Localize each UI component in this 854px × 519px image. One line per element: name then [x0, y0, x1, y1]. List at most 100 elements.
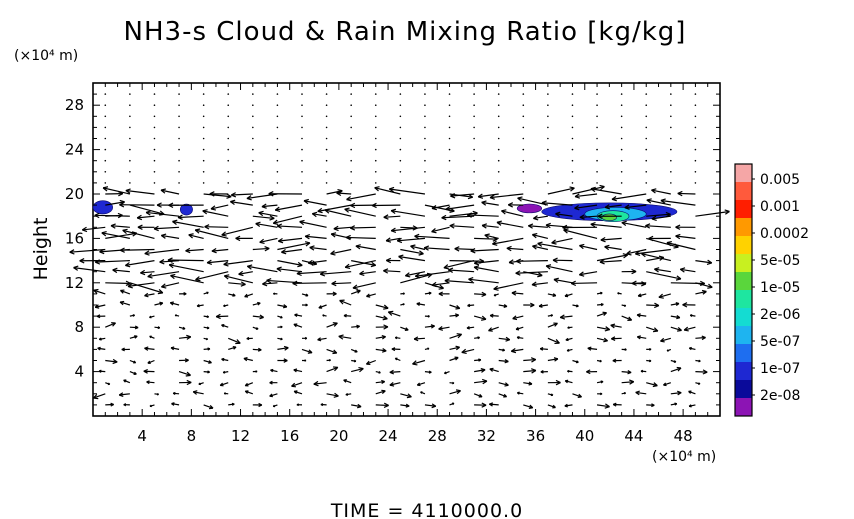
wind-dot [620, 182, 623, 184]
wind-arrow [449, 402, 455, 406]
wind-arrow [496, 220, 524, 228]
wind-arrow [523, 302, 535, 308]
wind-arrow [129, 325, 139, 330]
wind-arrow [149, 335, 155, 339]
wind-arrow [449, 313, 460, 318]
wind-dot [424, 115, 426, 118]
wind-dot [497, 137, 500, 140]
wind-arrow [301, 303, 308, 307]
wind-arrow [203, 337, 209, 341]
wind-arrow [516, 391, 524, 395]
wind-dot [374, 182, 377, 184]
wind-arrow [531, 232, 549, 239]
wind-arrow [449, 345, 460, 351]
wind-arrow [307, 259, 327, 266]
wind-arrow [443, 371, 450, 375]
wind-arrow [105, 402, 114, 407]
wind-arrow [203, 326, 210, 330]
wind-arrow [547, 314, 554, 317]
wind-arrow [675, 233, 696, 240]
wind-arrow [331, 280, 352, 287]
wind-arrow [375, 304, 389, 310]
wind-arrow [326, 291, 337, 297]
wind-arrow [317, 204, 352, 214]
wind-arrow [523, 368, 537, 374]
wind-dot [153, 115, 156, 118]
wind-arrow [677, 190, 696, 197]
wind-dot [448, 104, 451, 106]
wind-arrow [277, 345, 289, 351]
wind-arrow [511, 290, 524, 296]
wind-dot [276, 148, 279, 151]
wind-dot [473, 115, 475, 118]
wind-dot [424, 126, 426, 129]
wind-arrow [223, 260, 253, 267]
wind-dot [301, 115, 303, 118]
wind-dot [670, 126, 672, 129]
wind-dot [424, 148, 426, 151]
wind-arrow [695, 289, 707, 295]
wind-arrow [277, 315, 283, 319]
wind-dot [448, 159, 451, 162]
wind-dot [276, 171, 279, 173]
wind-arrow [293, 368, 303, 373]
wind-arrow [365, 359, 376, 366]
wind-dot [129, 148, 131, 151]
wind-arrow [202, 209, 229, 217]
wind-arrow [338, 334, 352, 340]
wind-arrow [276, 223, 303, 229]
wind-arrow [136, 214, 155, 221]
wind-arrow [228, 402, 235, 406]
wind-dot [325, 93, 328, 95]
wind-arrow [547, 293, 557, 297]
wind-arrow [512, 315, 524, 321]
wind-arrow [147, 271, 180, 279]
wind-arrow [352, 282, 376, 290]
wind-arrow [154, 301, 164, 306]
x-tick-label: 12 [231, 427, 250, 445]
wind-arrow [572, 184, 605, 195]
wind-dot [497, 171, 500, 173]
x-axis-ticks: 4 8 12 16 20 24 28 32 36 40 44 48 [104, 83, 709, 445]
wind-arrow [597, 302, 604, 307]
wind-arrow [388, 186, 426, 195]
colorbar-swatch [735, 200, 752, 219]
colorbar-swatch [735, 380, 752, 399]
wind-dot [374, 159, 377, 162]
wind-arrow [670, 326, 682, 332]
wind-arrow [545, 264, 573, 273]
wind-arrow [679, 267, 696, 273]
wind-arrow [596, 359, 602, 363]
wind-arrow [125, 188, 155, 195]
wind-dot [497, 93, 500, 95]
wind-dot [645, 148, 648, 151]
wind-dot [694, 126, 697, 129]
y-tick-label: 16 [65, 229, 84, 247]
wind-arrow [474, 402, 487, 408]
wind-arrow [178, 334, 192, 340]
wind-dot [202, 137, 205, 140]
wind-dot [252, 159, 254, 162]
wind-dot [473, 93, 475, 95]
wind-arrow [488, 326, 499, 332]
wind-arrow [414, 271, 450, 279]
wind-arrow [670, 315, 681, 320]
wind-arrow [277, 325, 283, 329]
wind-dot [276, 93, 279, 95]
wind-arrow [586, 369, 598, 375]
x-tick-label: 8 [187, 427, 197, 445]
wind-arrow [537, 241, 573, 251]
wind-arrow [390, 208, 426, 217]
wind-dot [399, 171, 402, 173]
wind-arrow [600, 236, 622, 243]
wind-dot [670, 137, 672, 140]
wind-dot [104, 159, 107, 162]
wind-dot [547, 137, 549, 140]
wind-arrow [238, 270, 253, 277]
wind-arrow [473, 315, 487, 321]
wind-arrow [611, 193, 647, 202]
wind-arrow [350, 225, 376, 231]
wind-arrow [449, 381, 455, 385]
wind-arrow [474, 367, 486, 373]
wind-dot [325, 137, 328, 140]
